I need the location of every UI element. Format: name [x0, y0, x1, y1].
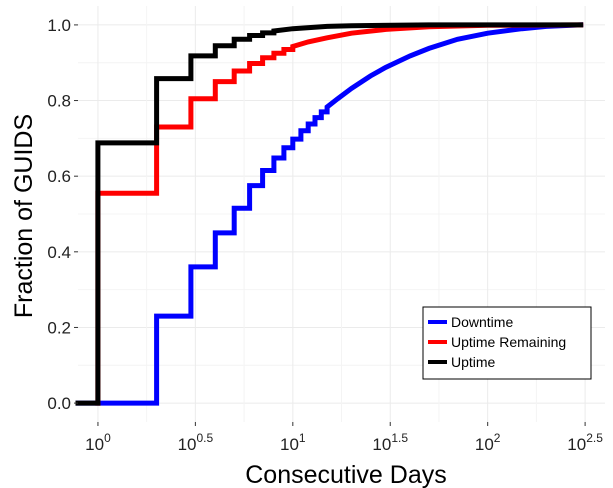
- x-tick-label: 100: [85, 431, 111, 454]
- x-tick-label: 101: [280, 431, 306, 454]
- x-axis-title: Consecutive Days: [245, 461, 446, 488]
- legend-label: Uptime Remaining: [451, 334, 566, 350]
- x-tick-label: 101.5: [372, 431, 408, 454]
- y-tick-label: 0.6: [47, 167, 71, 186]
- x-tick-label: 102: [475, 431, 501, 454]
- legend: Downtime Uptime Remaining Uptime: [422, 306, 592, 380]
- y-tick-label: 0.2: [47, 318, 71, 337]
- legend-box: [422, 306, 592, 380]
- y-tick-label: 0.4: [47, 243, 71, 262]
- y-axis-title: Fraction of GUIDS: [10, 114, 38, 318]
- x-tick-label: 100.5: [178, 431, 214, 454]
- x-axis-ticks: 100 100.5 101 101.5 102 102.5: [85, 422, 603, 454]
- series-line-uptime: [75, 22, 584, 406]
- series-line-downtime: [75, 22, 584, 406]
- x-tick-label: 102.5: [567, 431, 603, 454]
- y-tick-label: 0.8: [47, 92, 71, 111]
- y-tick-label: 0.0: [47, 394, 71, 413]
- legend-label: Uptime: [451, 354, 496, 370]
- y-axis-ticks: 0.0 0.2 0.4 0.6 0.8 1.0: [47, 16, 78, 413]
- series-line-uptime-remaining: [95, 22, 584, 406]
- y-tick-label: 1.0: [47, 16, 71, 35]
- series-layer: [75, 22, 584, 406]
- legend-label: Downtime: [451, 314, 513, 330]
